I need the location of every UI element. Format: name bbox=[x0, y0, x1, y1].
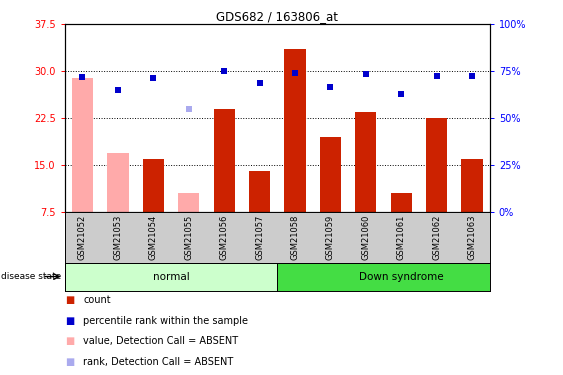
Text: GSM21057: GSM21057 bbox=[255, 214, 264, 260]
Text: GSM21059: GSM21059 bbox=[326, 214, 335, 260]
Point bbox=[220, 68, 229, 74]
Text: percentile rank within the sample: percentile rank within the sample bbox=[83, 316, 248, 326]
Text: ■: ■ bbox=[65, 357, 74, 367]
Bar bbox=[178, 193, 199, 212]
Bar bbox=[426, 118, 447, 212]
Point bbox=[78, 74, 87, 80]
Text: ■: ■ bbox=[65, 295, 74, 305]
Text: GSM21055: GSM21055 bbox=[184, 214, 193, 260]
Bar bbox=[284, 50, 306, 212]
Text: normal: normal bbox=[153, 272, 189, 282]
Text: ■: ■ bbox=[65, 316, 74, 326]
Point bbox=[291, 70, 300, 76]
Text: ■: ■ bbox=[65, 336, 74, 346]
Bar bbox=[355, 112, 377, 212]
Text: disease state: disease state bbox=[1, 272, 61, 281]
Point bbox=[432, 73, 441, 79]
Text: GSM21061: GSM21061 bbox=[397, 214, 406, 260]
Point bbox=[361, 71, 370, 77]
Point bbox=[113, 87, 122, 93]
Bar bbox=[142, 159, 164, 212]
Text: GSM21060: GSM21060 bbox=[361, 214, 370, 260]
Bar bbox=[278, 262, 490, 291]
Text: rank, Detection Call = ABSENT: rank, Detection Call = ABSENT bbox=[83, 357, 234, 367]
Text: GSM21063: GSM21063 bbox=[468, 214, 477, 260]
Text: GSM21056: GSM21056 bbox=[220, 214, 229, 260]
Bar bbox=[320, 137, 341, 212]
Bar bbox=[391, 193, 412, 212]
Point bbox=[326, 84, 335, 90]
Bar bbox=[249, 171, 270, 212]
Point bbox=[149, 75, 158, 81]
Point bbox=[468, 73, 477, 79]
Bar bbox=[107, 153, 128, 212]
Text: GSM21058: GSM21058 bbox=[291, 214, 300, 260]
Point bbox=[255, 80, 264, 86]
Text: GSM21052: GSM21052 bbox=[78, 214, 87, 260]
Text: GSM21054: GSM21054 bbox=[149, 214, 158, 260]
Title: GDS682 / 163806_at: GDS682 / 163806_at bbox=[216, 10, 338, 23]
Text: GSM21062: GSM21062 bbox=[432, 214, 441, 260]
Text: GSM21053: GSM21053 bbox=[113, 214, 122, 260]
Text: value, Detection Call = ABSENT: value, Detection Call = ABSENT bbox=[83, 336, 239, 346]
Text: Down syndrome: Down syndrome bbox=[359, 272, 444, 282]
Bar bbox=[462, 159, 482, 212]
Bar bbox=[72, 78, 93, 212]
Bar bbox=[213, 109, 235, 212]
Text: count: count bbox=[83, 295, 111, 305]
Bar bbox=[65, 262, 278, 291]
Point bbox=[397, 91, 406, 97]
Point bbox=[184, 106, 193, 112]
